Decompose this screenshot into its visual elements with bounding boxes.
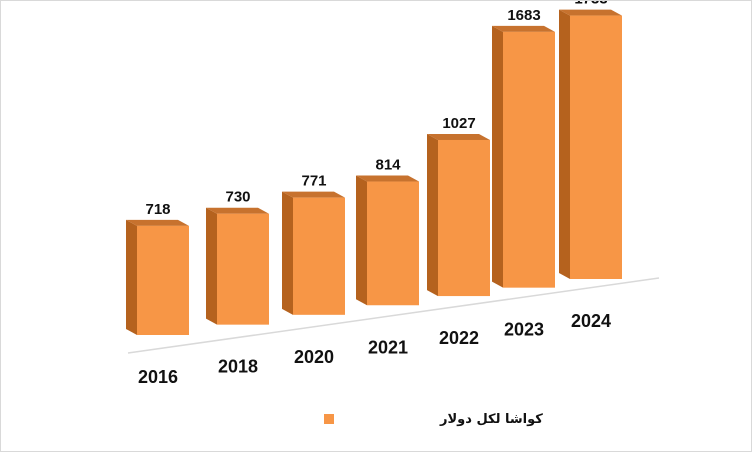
bar-front-face xyxy=(137,225,189,335)
bar-2024 xyxy=(559,9,622,280)
bar-2020 xyxy=(282,191,345,315)
bar-2023 xyxy=(492,25,555,288)
value-label: 771 xyxy=(301,173,326,190)
bar-top-face xyxy=(126,219,189,226)
bar-front-face xyxy=(503,31,555,288)
category-label: 2018 xyxy=(218,357,258,377)
value-label: 1683 xyxy=(507,7,540,24)
bar-2018 xyxy=(206,207,269,325)
value-label: 1027 xyxy=(442,115,475,132)
legend: كواشا لكل دولار xyxy=(324,412,543,427)
bar-front-face xyxy=(217,213,269,325)
category-label: 2023 xyxy=(504,320,544,340)
chart-baseline xyxy=(127,277,660,354)
bar-front-face xyxy=(438,139,490,297)
bar-top-face xyxy=(206,207,269,214)
bar-side-face xyxy=(356,175,367,306)
category-label: 2020 xyxy=(294,347,334,367)
category-label: 2024 xyxy=(571,311,611,331)
bar-top-face xyxy=(282,191,345,198)
bar-side-face xyxy=(492,25,503,288)
bar-top-face xyxy=(427,133,490,140)
category-label: 2022 xyxy=(439,328,479,348)
bar-top-face xyxy=(356,175,419,182)
bar-front-face xyxy=(570,15,622,280)
bar-side-face xyxy=(282,191,293,315)
bar-side-face xyxy=(206,207,217,325)
value-label: 730 xyxy=(225,189,250,206)
bar-top-face xyxy=(492,25,555,32)
bar-front-face xyxy=(293,197,345,315)
bar-top-face xyxy=(559,9,622,16)
legend-label: كواشا لكل دولار xyxy=(439,412,543,427)
category-label: 2016 xyxy=(138,367,178,387)
bar-2016 xyxy=(126,219,189,335)
bar-side-face xyxy=(427,133,438,297)
value-label: 718 xyxy=(145,201,170,218)
value-label: 814 xyxy=(375,157,401,174)
category-label: 2021 xyxy=(368,337,408,357)
bar-side-face xyxy=(126,219,137,335)
bar-2021 xyxy=(356,175,419,306)
bar-front-face xyxy=(367,181,419,306)
value-label: 1733 xyxy=(574,1,607,8)
bar-2022 xyxy=(427,133,490,297)
bar-side-face xyxy=(559,9,570,280)
legend-swatch xyxy=(324,414,334,424)
